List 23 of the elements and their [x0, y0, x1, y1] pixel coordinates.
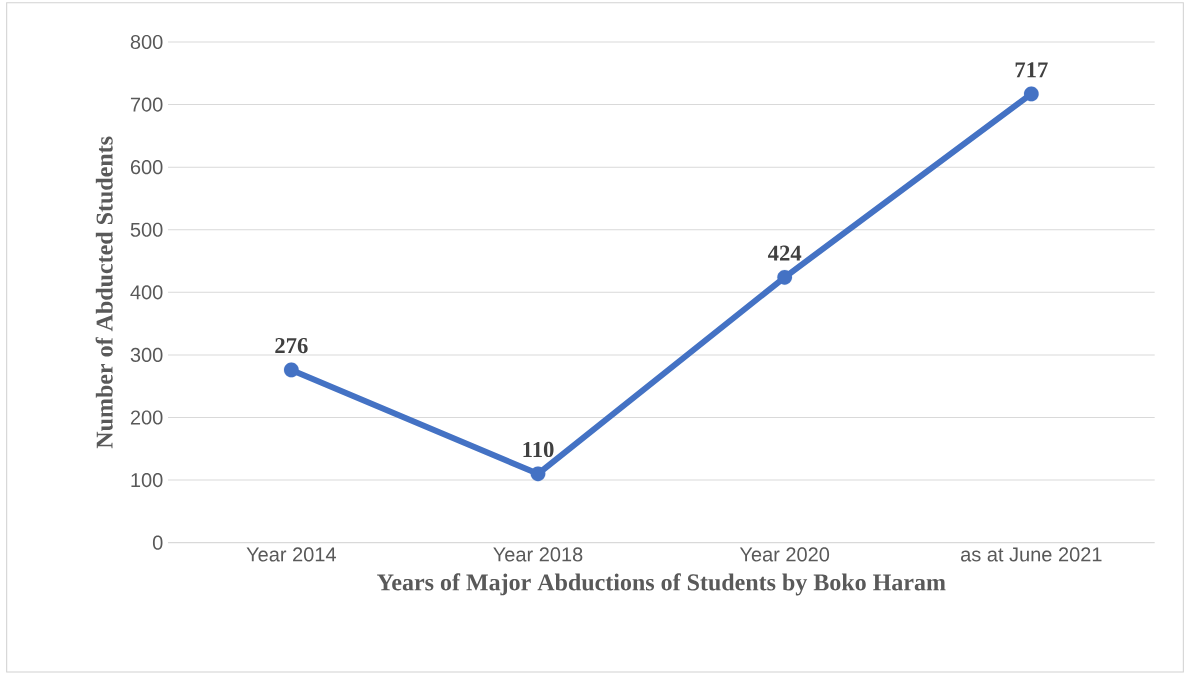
point: [283, 362, 299, 378]
y-tick-label: 400: [130, 285, 163, 300]
y-axis-title: Number of Abducted Students: [95, 136, 113, 449]
data-label: 276: [275, 338, 308, 354]
x-tick-label: as at June 2021: [961, 547, 1102, 562]
y-tick-label: 600: [130, 160, 163, 175]
data-label: 717: [1015, 62, 1048, 78]
y-tick-label: 700: [130, 97, 163, 112]
y-tick-label: 300: [130, 348, 163, 363]
x-tick-label: Year 2014: [246, 547, 336, 562]
point: [777, 270, 793, 285]
x-axis-title: Years of Major Abductions of Students by Boko Haram: [377, 573, 946, 596]
y-tick-label: 800: [130, 35, 163, 50]
y-tick-label: 200: [130, 410, 163, 425]
y-tick-label: 500: [130, 222, 163, 237]
data-label: 424: [767, 245, 802, 261]
data-label: 110: [523, 441, 554, 458]
x-tick-label: Year 2020: [739, 547, 830, 562]
x-tick-label: Year 2018: [493, 547, 583, 562]
y-tick-label: 0: [152, 535, 163, 550]
point: [530, 466, 546, 482]
y-tick-label: 100: [131, 473, 163, 488]
point: [1023, 86, 1039, 102]
